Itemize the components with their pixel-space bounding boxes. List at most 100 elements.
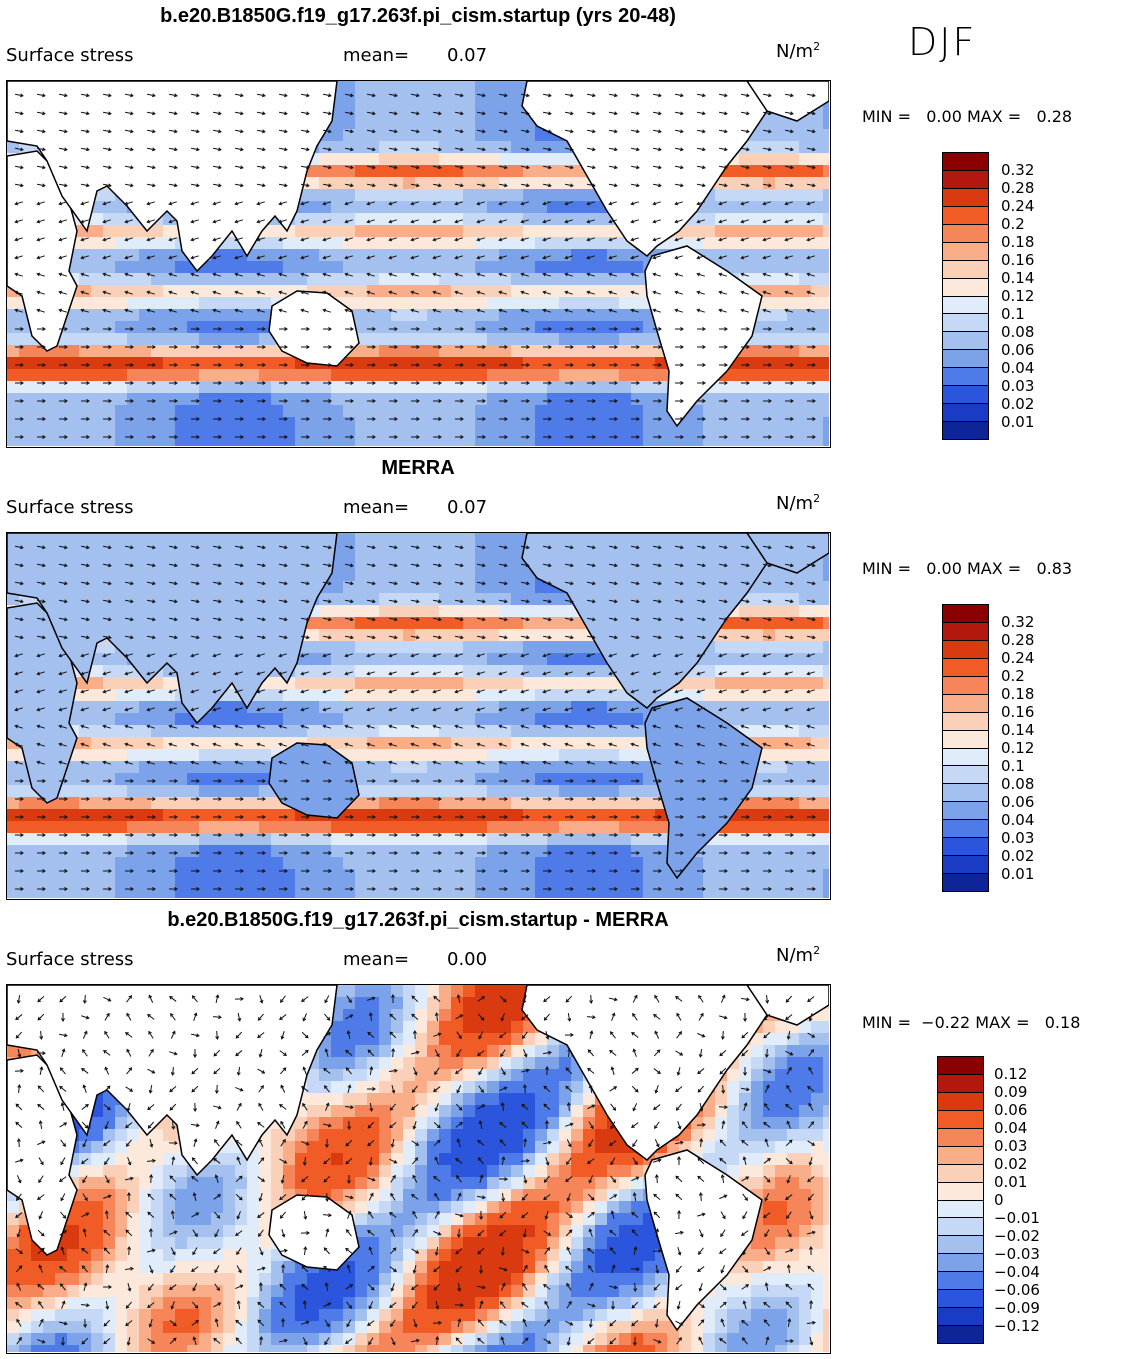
colorbar-tick-label: 0.06 [1001,793,1035,811]
colorbar-swatch [943,730,988,749]
colorbar-swatch [938,1218,983,1237]
continent-outline [644,245,763,428]
colorbar-tick-label: −0.03 [994,1245,1040,1263]
colorbar-swatch [943,206,988,225]
colorbar-tick-label: 0.32 [1001,613,1035,631]
colorbar-swatch [943,422,988,439]
colorbar-tick-label: 0.24 [1001,649,1035,667]
panel-3-units: N/m2 [776,944,821,966]
colorbar-swatch [938,1272,983,1291]
continent-outline [746,533,829,574]
colorbar-tick-label: 0.06 [994,1101,1028,1119]
colorbar-tick-label: 0.09 [994,1083,1028,1101]
colorbar-swatch [943,296,988,315]
colorbar-swatch [938,1290,983,1309]
colorbar-tick-label: 0.03 [1001,829,1035,847]
colorbar-tick-label: 0.18 [1001,233,1035,251]
panel-1-minmax: MIN = 0.00 MAX = 0.28 [862,107,1072,126]
colorbar-swatch [943,640,988,659]
colorbar-swatch [943,350,988,369]
colorbar-swatch [943,188,988,207]
panel-2-minmax: MIN = 0.00 MAX = 0.83 [862,559,1072,578]
colorbar-tick-label: 0.24 [1001,197,1035,215]
continent-outline [746,81,829,122]
colorbar-tick-label: 0.08 [1001,323,1035,341]
colorbar-swatch [938,1326,983,1343]
colorbar-swatch [943,712,988,731]
colorbar-swatch [943,368,988,387]
panel-3-min-value: −0.22 [921,1013,971,1032]
continent-outline [268,1194,360,1271]
colorbar-swatch [938,1146,983,1165]
panel-3-variable-label: Surface stress [6,949,134,970]
colorbar-tick-label: 0.2 [1001,667,1025,685]
panel-3-max-value: 0.18 [1044,1013,1081,1032]
colorbar-tick-label: 0.14 [1001,721,1035,739]
panel-3-minmax: MIN = −0.22 MAX = 0.18 [862,1013,1080,1032]
panel-1-min-label: MIN = [862,107,911,126]
colorbar-swatch [943,748,988,767]
colorbar-tick-label: 0.06 [1001,341,1035,359]
colorbar-swatch [938,1110,983,1129]
panel-3-colorbar [937,1056,984,1344]
continent-outline [268,742,360,819]
colorbar-swatch [938,1074,983,1093]
panel-1-variable-label: Surface stress [6,45,134,66]
colorbar-tick-label: 0.28 [1001,631,1035,649]
colorbar-swatch [943,694,988,713]
colorbar-tick-label: 0.1 [1001,305,1025,323]
panel-1-max-label: MAX = [966,107,1022,126]
panel-2-mean-label: mean= [343,497,410,518]
panel-3-max-label: MAX = [975,1013,1030,1032]
panel-1-colorbar-labels: 0.32 0.28 0.24 0.2 0.18 0.16 0.14 0.12 0.1 0.08 0.… [1001,161,1034,431]
colorbar-swatch [943,332,988,351]
colorbar-swatch [943,802,988,821]
panel-1-colorbar [942,152,989,440]
colorbar-swatch [943,658,988,677]
panel-1-title: b.e20.B1850G.f19_g17.263f.pi_cism.startu… [160,5,676,27]
colorbar-tick-label: 0.1 [1001,757,1025,775]
panel-2-colorbar-labels: 0.32 0.28 0.24 0.2 0.18 0.16 0.14 0.12 0.1 0.08 0.… [1001,613,1034,883]
panel-2-title: MERRA [381,457,455,479]
season-label: DJF [908,20,977,64]
colorbar-swatch [943,404,988,423]
colorbar-tick-label: 0.28 [1001,179,1035,197]
colorbar-tick-label: 0.04 [994,1119,1028,1137]
continent-outline [268,290,360,367]
colorbar-tick-label: 0.02 [1001,847,1035,865]
colorbar-swatch [943,676,988,695]
colorbar-swatch [943,856,988,875]
colorbar-swatch [943,170,988,189]
colorbar-swatch [943,838,988,857]
panel-3-mean-value: 0.00 [447,949,488,970]
colorbar-swatch [943,766,988,785]
panel-3-min-label: MIN = [862,1013,911,1032]
colorbar-tick-label: 0.16 [1001,251,1035,269]
colorbar-swatch [938,1182,983,1201]
colorbar-tick-label: −0.01 [994,1209,1040,1227]
panel-2-min-label: MIN = [862,559,911,578]
colorbar-tick-label: −0.06 [994,1281,1040,1299]
continent-outline [644,1149,763,1332]
colorbar-tick-label: 0.08 [1001,775,1035,793]
continent-outline [746,985,829,1026]
colorbar-swatch [943,153,988,171]
panel-2-max-value: 0.83 [1036,559,1073,578]
panel-1-mean-label: mean= [343,45,410,66]
colorbar-swatch [938,1200,983,1219]
colorbar-swatch [943,260,988,279]
panel-3-title: b.e20.B1850G.f19_g17.263f.pi_cism.startu… [167,909,669,931]
colorbar-tick-label: −0.09 [994,1299,1040,1317]
colorbar-tick-label: 0.2 [1001,215,1025,233]
colorbar-tick-label: 0.16 [1001,703,1035,721]
panel-3-map [6,984,831,1354]
panel-2-max-label: MAX = [966,559,1022,578]
colorbar-swatch [938,1092,983,1111]
colorbar-swatch [938,1254,983,1273]
colorbar-swatch [943,224,988,243]
colorbar-tick-label: 0 [994,1191,1004,1209]
colorbar-tick-label: 0.04 [1001,811,1035,829]
continent-outline [644,697,763,880]
colorbar-tick-label: 0.12 [1001,739,1035,757]
colorbar-swatch [943,622,988,641]
